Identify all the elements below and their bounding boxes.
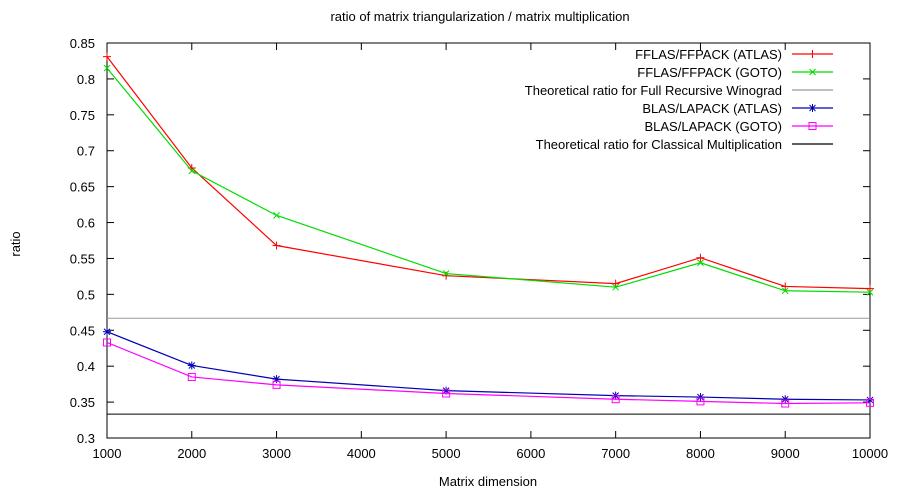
data-point bbox=[866, 395, 874, 404]
series-line bbox=[103, 64, 874, 296]
data-point bbox=[188, 167, 196, 175]
data-point bbox=[781, 399, 790, 408]
legend-label: Theoretical ratio for Full Recursive Win… bbox=[525, 83, 782, 98]
x-tick-label: 10000 bbox=[852, 446, 888, 461]
data-point bbox=[273, 212, 280, 219]
y-tick-label: 0.7 bbox=[77, 144, 95, 159]
legend-label: BLAS/LAPACK (GOTO) bbox=[644, 119, 782, 134]
data-point bbox=[866, 288, 874, 296]
data-point bbox=[696, 393, 705, 402]
data-point bbox=[781, 287, 789, 295]
data-point bbox=[697, 259, 704, 267]
y-axis-label: ratio bbox=[8, 231, 23, 256]
legend: FFLAS/FFPACK (ATLAS) FFLAS/FFPACK (GOTO) T… bbox=[525, 47, 833, 152]
legend-entry: FFLAS/FFPACK (GOTO) bbox=[637, 65, 833, 80]
data-point bbox=[866, 284, 874, 293]
y-tick-label: 0.4 bbox=[77, 359, 95, 374]
y-tick-label: 0.75 bbox=[70, 108, 95, 123]
data-point bbox=[696, 253, 705, 262]
data-point bbox=[808, 50, 817, 58]
data-point bbox=[103, 327, 111, 336]
data-point bbox=[808, 122, 817, 130]
legend-entry: Theoretical ratio for Classical Multipli… bbox=[536, 137, 833, 152]
data-point bbox=[103, 52, 111, 61]
series-line bbox=[103, 338, 874, 408]
x-tick-label: 8000 bbox=[686, 446, 715, 461]
legend-entry: Theoretical ratio for Full Recursive Win… bbox=[525, 83, 833, 98]
y-tick-label: 0.35 bbox=[70, 395, 95, 410]
data-point bbox=[696, 397, 705, 406]
data-point bbox=[781, 282, 790, 291]
data-point bbox=[272, 375, 281, 384]
x-tick-label: 6000 bbox=[516, 446, 545, 461]
y-tick-label: 0.45 bbox=[70, 323, 95, 338]
x-tick-label: 1000 bbox=[93, 446, 122, 461]
data-point bbox=[103, 338, 111, 347]
legend-entry: FFLAS/FFPACK (ATLAS) bbox=[635, 47, 833, 62]
data-point bbox=[103, 64, 111, 72]
legend-label: FFLAS/FFPACK (GOTO) bbox=[637, 65, 782, 80]
series-path bbox=[106, 341, 871, 405]
x-tick-label: 5000 bbox=[432, 446, 461, 461]
series-line bbox=[103, 327, 874, 404]
legend-label: Theoretical ratio for Classical Multipli… bbox=[536, 137, 782, 152]
x-tick-label: 3000 bbox=[262, 446, 291, 461]
series-path bbox=[106, 56, 871, 290]
y-tick-label: 0.5 bbox=[77, 287, 95, 302]
legend-entry: BLAS/LAPACK (GOTO) bbox=[644, 119, 833, 134]
data-point bbox=[187, 372, 196, 381]
data-point bbox=[187, 361, 196, 370]
series-line bbox=[103, 52, 874, 293]
x-tick-label: 2000 bbox=[177, 446, 206, 461]
data-point bbox=[612, 283, 620, 291]
x-axis-label: Matrix dimension bbox=[439, 474, 537, 489]
axis-ticks: 1000 2000 3000 4000 5000 6000 7000 8000 9000 1000… bbox=[70, 36, 888, 461]
data-point bbox=[272, 241, 281, 250]
legend-label: FFLAS/FFPACK (ATLAS) bbox=[635, 47, 782, 62]
data-point bbox=[442, 389, 451, 398]
data-point bbox=[442, 270, 450, 277]
data-point bbox=[272, 380, 281, 389]
data-point bbox=[808, 104, 817, 112]
series-path bbox=[106, 331, 871, 401]
series-layer bbox=[103, 52, 874, 415]
plot-frame bbox=[106, 42, 871, 439]
chart-title: ratio of matrix triangularization / matr… bbox=[330, 9, 629, 24]
x-tick-label: 7000 bbox=[601, 446, 630, 461]
data-point bbox=[611, 279, 620, 288]
data-point bbox=[781, 395, 790, 404]
y-tick-label: 0.8 bbox=[77, 72, 95, 87]
series-path bbox=[106, 67, 871, 293]
x-tick-label: 9000 bbox=[771, 446, 800, 461]
data-point bbox=[866, 398, 874, 407]
y-tick-label: 0.55 bbox=[70, 251, 95, 266]
x-tick-label: 4000 bbox=[347, 446, 376, 461]
legend-entry: BLAS/LAPACK (ATLAS) bbox=[642, 101, 833, 116]
y-tick-label: 0.65 bbox=[70, 180, 95, 195]
data-point bbox=[611, 395, 620, 404]
y-tick-label: 0.6 bbox=[77, 216, 95, 231]
data-point bbox=[809, 68, 816, 76]
legend-label: BLAS/LAPACK (ATLAS) bbox=[642, 101, 782, 116]
y-tick-label: 0.85 bbox=[70, 36, 95, 51]
y-tick-label: 0.3 bbox=[77, 431, 95, 446]
